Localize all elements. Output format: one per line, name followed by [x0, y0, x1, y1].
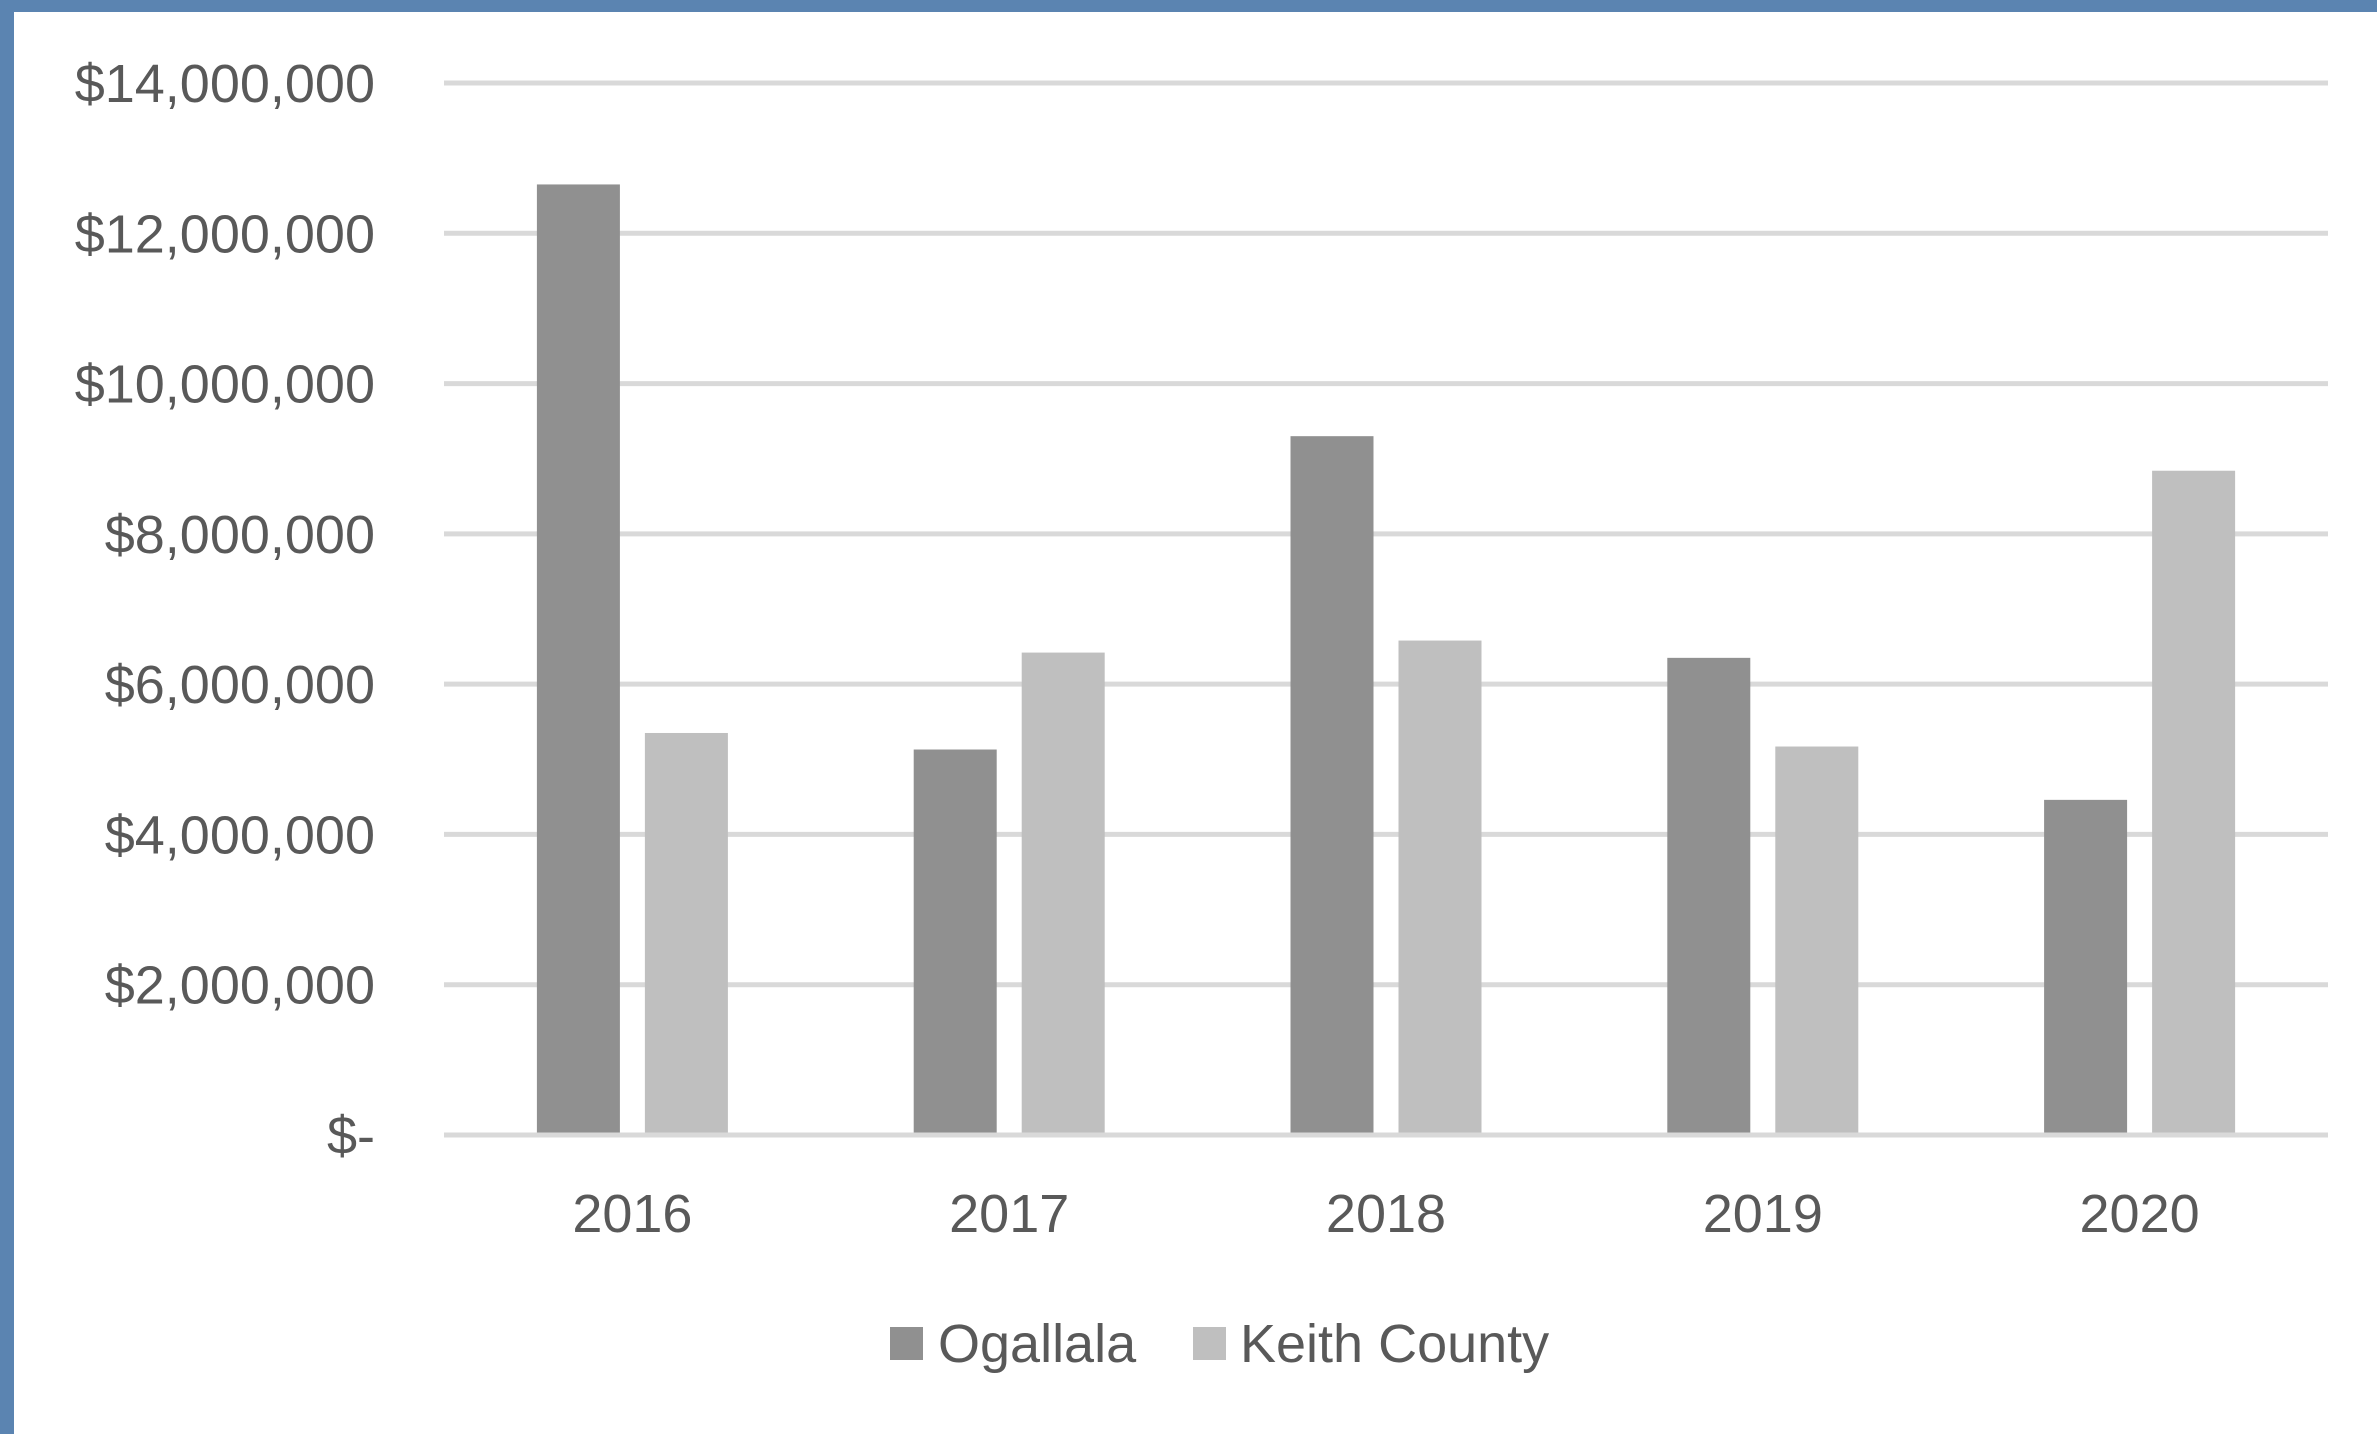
- legend: Ogallala Keith County: [890, 1314, 1549, 1374]
- x-tick-label: 2018: [1326, 1184, 1446, 1244]
- x-tick-label: 2017: [949, 1184, 1069, 1244]
- y-tick-label: $10,000,000: [75, 355, 375, 415]
- bars: [536, 184, 2236, 1134]
- bar-ogallala-2019: [1667, 657, 1751, 1133]
- legend-label: Keith County: [1240, 1314, 1549, 1374]
- bar-keith-county-2016: [644, 732, 728, 1133]
- legend-swatch-ogallala: [890, 1327, 923, 1360]
- bar-ogallala-2020: [2044, 799, 2128, 1133]
- legend-swatch-keith-county: [1193, 1327, 1226, 1360]
- bar-ogallala-2016: [536, 184, 620, 1133]
- bar-ogallala-2018: [1290, 436, 1374, 1134]
- y-tick-label: $2,000,000: [105, 956, 375, 1016]
- y-tick-label: $12,000,000: [75, 204, 375, 264]
- bar-keith-county-2018: [1398, 640, 1482, 1133]
- x-tick-label: 2016: [572, 1184, 692, 1244]
- bar-keith-county-2020: [2152, 470, 2236, 1133]
- y-tick-label: $8,000,000: [105, 505, 375, 565]
- x-axis-tick-labels: 2016 2017 2018 2019 2020: [444, 1132, 2328, 1244]
- bar-keith-county-2019: [1775, 746, 1859, 1133]
- bar-keith-county-2017: [1021, 652, 1105, 1133]
- y-tick-label: $4,000,000: [105, 805, 375, 865]
- x-tick-label: 2020: [2080, 1184, 2200, 1244]
- y-tick-label: $-: [327, 1106, 375, 1166]
- gridlines: [444, 80, 2328, 1138]
- x-tick-label: 2019: [1703, 1184, 1823, 1244]
- y-axis-tick-labels: $- $2,000,000 $4,000,000 $6,000,000 $8,000,0…: [75, 54, 375, 1166]
- bar-ogallala-2017: [913, 749, 997, 1133]
- y-tick-label: $14,000,000: [75, 54, 375, 114]
- y-tick-label: $6,000,000: [105, 655, 375, 715]
- legend-label: Ogallala: [938, 1314, 1137, 1374]
